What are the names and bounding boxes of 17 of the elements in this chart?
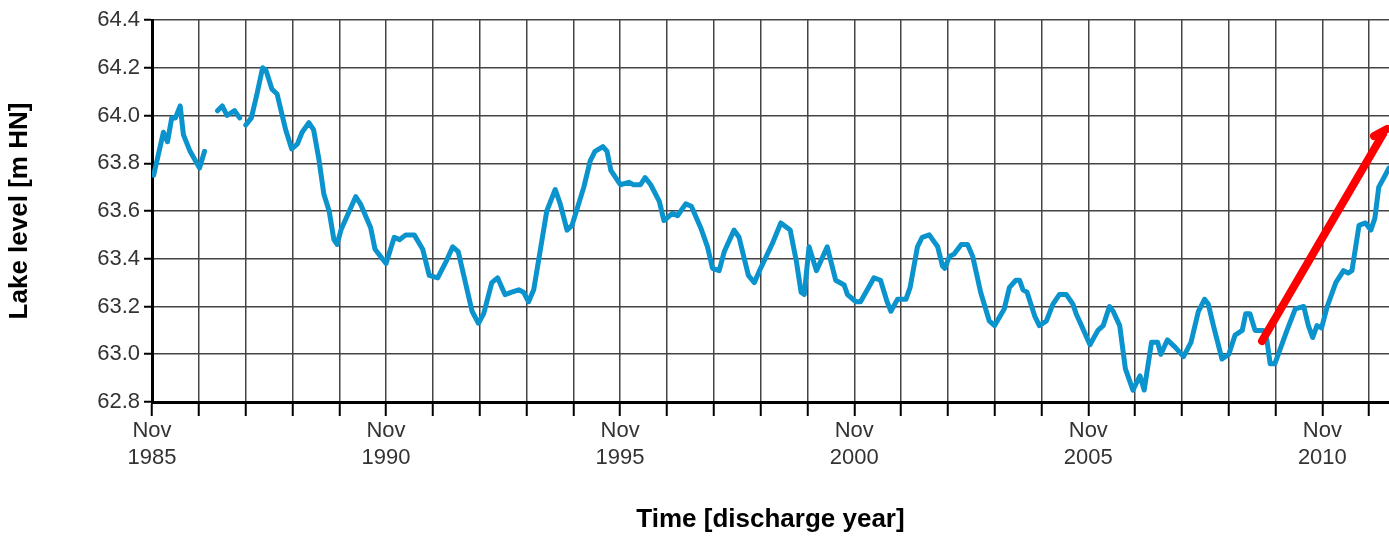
x-tick-label: Nov 1990 [361, 417, 411, 469]
y-tick-label: 62.8 [97, 388, 140, 414]
y-tick-label: 63.8 [97, 149, 140, 175]
y-tick-label: 63.6 [97, 197, 140, 223]
y-tick-label: 64.0 [97, 101, 140, 127]
x-axis-title: Time [discharge year] [636, 502, 905, 533]
x-tick-label: Nov 2005 [1063, 417, 1113, 469]
y-tick-label: 63.4 [97, 244, 140, 270]
x-tick-label: Nov 2000 [829, 417, 879, 469]
y-tick-label: 63.0 [97, 340, 140, 366]
x-tick-label: Nov 2010 [1297, 417, 1347, 469]
y-tick-label: 63.2 [97, 292, 140, 318]
x-tick-label: Nov 1995 [595, 417, 645, 469]
x-tick-label: Nov 1985 [127, 417, 177, 469]
y-tick-label: 64.4 [97, 6, 140, 32]
y-axis-title: Lake level [m HN] [2, 102, 33, 320]
y-tick-label: 64.2 [97, 53, 140, 79]
